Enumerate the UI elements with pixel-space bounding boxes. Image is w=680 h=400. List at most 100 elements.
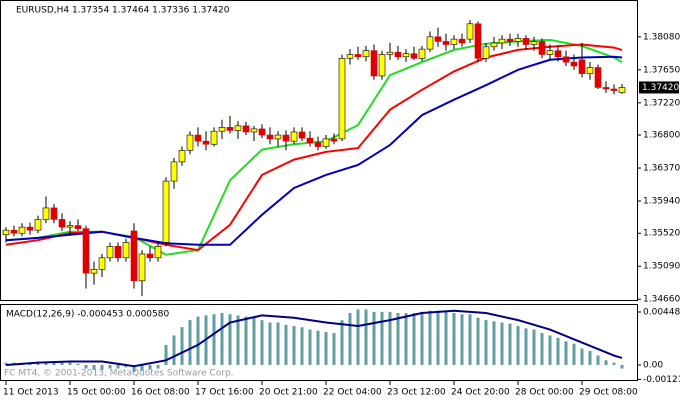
y-tick-label: -0.001216 bbox=[643, 375, 680, 385]
histogram-bar bbox=[404, 313, 408, 365]
histogram-bar bbox=[92, 365, 96, 370]
candle-body bbox=[82, 228, 90, 274]
histogram-bar bbox=[292, 326, 296, 365]
candle-body bbox=[322, 138, 330, 147]
candle-body bbox=[522, 38, 530, 45]
marks: 1.38080 1.37650 1.37220 1.36800 1.36370 1.359… bbox=[2, 19, 680, 398]
histogram-bar bbox=[124, 365, 128, 368]
candle-body bbox=[538, 41, 546, 55]
x-tick-label: 17 Oct 16:00 bbox=[195, 388, 254, 398]
candle-body bbox=[58, 219, 66, 228]
histogram-bar bbox=[388, 311, 392, 365]
x-tick-label: 23 Oct 12:00 bbox=[387, 388, 446, 398]
candle-body bbox=[266, 134, 274, 140]
macd-frame bbox=[0, 304, 638, 381]
candle-body bbox=[458, 38, 466, 44]
price-tag bbox=[639, 81, 679, 94]
histogram-bar bbox=[308, 329, 312, 365]
candle-body bbox=[154, 245, 162, 259]
y-tick-label: 0.00 bbox=[643, 361, 663, 371]
candle-body bbox=[490, 42, 498, 48]
candle-body bbox=[202, 140, 210, 145]
histogram-bar bbox=[60, 362, 64, 365]
candle-body bbox=[498, 38, 506, 44]
candle-body bbox=[434, 36, 442, 42]
histogram-bar bbox=[508, 323, 512, 365]
candle-body bbox=[450, 38, 458, 45]
histogram-bar bbox=[620, 365, 624, 369]
x-tick-label: 29 Oct 08:00 bbox=[579, 388, 638, 398]
histogram-bar bbox=[140, 365, 144, 371]
candle-body bbox=[426, 36, 434, 50]
histogram-bar bbox=[252, 317, 256, 365]
indicator-line bbox=[5, 309, 623, 368]
candle-body bbox=[402, 53, 410, 58]
candle-body bbox=[298, 131, 306, 139]
candle-body bbox=[42, 207, 50, 220]
candle-body bbox=[546, 50, 554, 55]
candle-body bbox=[378, 54, 386, 77]
histogram-bar bbox=[244, 316, 248, 365]
candle-body bbox=[466, 23, 474, 40]
histogram-bar bbox=[348, 313, 352, 365]
histogram-bar bbox=[548, 335, 552, 365]
candle-body bbox=[474, 23, 482, 59]
y-tick-label: 1.35940 bbox=[643, 197, 680, 207]
candle-body bbox=[354, 54, 362, 58]
histogram-bar bbox=[284, 324, 288, 365]
candle-body bbox=[106, 245, 114, 259]
histogram-bar bbox=[220, 313, 224, 365]
candle-body bbox=[226, 127, 234, 131]
candle-body bbox=[506, 38, 514, 42]
x-tick-label: 28 Oct 00:00 bbox=[515, 388, 574, 398]
histogram-bar bbox=[492, 321, 496, 365]
histogram-bar bbox=[100, 365, 104, 370]
candle-body bbox=[386, 51, 394, 55]
histogram-bar bbox=[300, 327, 304, 365]
histogram-bar bbox=[436, 310, 440, 365]
candle-body bbox=[610, 88, 618, 91]
x-tick-label: 22 Oct 04:00 bbox=[323, 388, 382, 398]
histogram-bar bbox=[196, 316, 200, 365]
candle-body bbox=[34, 219, 42, 231]
y-tick-label: 1.34660 bbox=[643, 295, 680, 305]
candle-body bbox=[90, 269, 98, 274]
histogram-bar bbox=[420, 311, 424, 365]
histogram-bar bbox=[524, 328, 528, 365]
histogram-bar bbox=[572, 343, 576, 365]
y-tick-label: 0.004488 bbox=[643, 307, 680, 317]
indicator-line bbox=[5, 55, 623, 246]
candle-body bbox=[170, 161, 178, 182]
candle-body bbox=[410, 53, 418, 59]
candle-body bbox=[562, 56, 570, 63]
histogram-bar bbox=[132, 365, 136, 373]
candle-body bbox=[50, 207, 58, 220]
candle-body bbox=[394, 51, 402, 58]
histogram-bar bbox=[164, 344, 168, 365]
histogram-bar bbox=[84, 365, 88, 369]
histogram-bar bbox=[516, 326, 520, 365]
candle-body bbox=[250, 128, 258, 133]
candle-body bbox=[122, 242, 130, 259]
price-tag-label: 1.37420 bbox=[642, 83, 679, 93]
histogram-bar bbox=[380, 311, 384, 365]
histogram-bar bbox=[36, 362, 40, 365]
candle-body bbox=[10, 229, 18, 234]
histogram-bar bbox=[468, 314, 472, 365]
histogram-bar bbox=[28, 363, 32, 365]
histogram-bar bbox=[332, 333, 336, 365]
candle-body bbox=[114, 245, 122, 259]
main-frame bbox=[0, 0, 638, 301]
histogram-bar bbox=[212, 314, 216, 365]
candle-body bbox=[418, 48, 426, 59]
candle-body bbox=[330, 138, 338, 142]
candle-body bbox=[178, 150, 186, 163]
candle-body bbox=[594, 67, 602, 88]
histogram-bar bbox=[476, 317, 480, 365]
histogram-bar bbox=[484, 320, 488, 365]
candle-body bbox=[186, 134, 194, 151]
y-tick-label: 1.35090 bbox=[643, 262, 680, 272]
x-tick-label: 11 Oct 2013 bbox=[3, 388, 59, 398]
candle-body bbox=[290, 131, 298, 142]
